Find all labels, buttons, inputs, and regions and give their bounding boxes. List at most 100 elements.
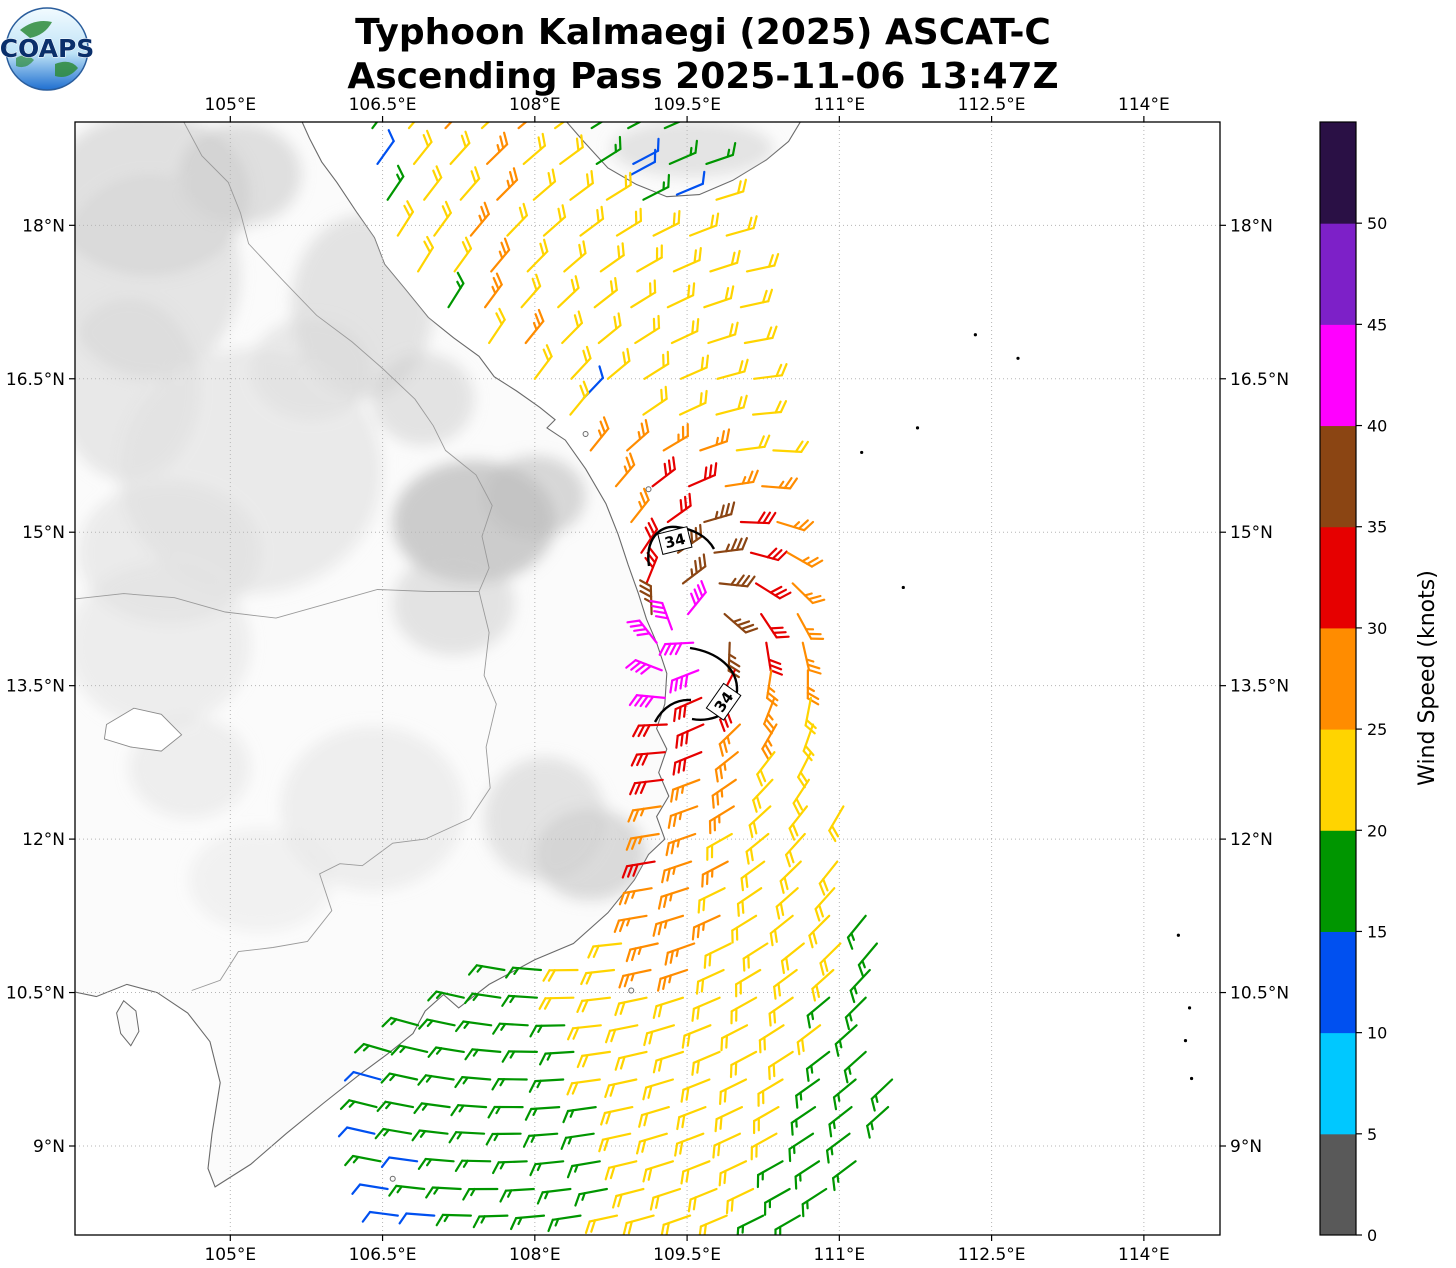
- barb-feather-full: [785, 877, 788, 889]
- barb-feather-full: [514, 168, 517, 180]
- barb-feather-full: [771, 933, 773, 945]
- barb-feather-full: [737, 1228, 738, 1240]
- barb-feather-full: [487, 1134, 493, 1144]
- wind-barb: [751, 549, 787, 560]
- colorbar-segment: [1320, 830, 1356, 932]
- wind-barb: [560, 135, 583, 164]
- barb-feather-full: [786, 958, 788, 970]
- barb-feather-full: [726, 1036, 727, 1048]
- wind-barb: [704, 286, 733, 307]
- barb-feather-full: [404, 206, 410, 217]
- wind-barb: [732, 916, 756, 943]
- barb-feather-full: [704, 898, 705, 910]
- wind-barb: [666, 944, 695, 965]
- wind-barb: [670, 670, 698, 692]
- barb-feather-full: [419, 1159, 426, 1169]
- colorbar-segment: [1320, 1134, 1356, 1236]
- barb-feather-full: [606, 1031, 610, 1042]
- wind-barb: [528, 240, 548, 272]
- barb-feather-half: [625, 467, 627, 474]
- wind-barb: [591, 417, 609, 450]
- lat-tick-label-left: 13.5°N: [6, 677, 65, 697]
- barb-feather-full: [754, 822, 757, 834]
- barb-feather-half: [769, 687, 775, 691]
- barb-feather-full: [872, 1099, 875, 1111]
- wind-barb: [434, 202, 451, 236]
- barb-feather-half: [599, 431, 602, 438]
- wind-barb: [770, 998, 793, 1026]
- lat-tick-label-left: 15°N: [22, 523, 65, 543]
- barb-feather-full: [424, 135, 428, 146]
- barb-feather-full: [765, 436, 770, 447]
- wind-barb: [720, 576, 755, 587]
- barb-feather-full: [407, 201, 413, 212]
- colorbar-segment: [1320, 931, 1356, 1033]
- wind-barb: [489, 1107, 523, 1117]
- barb-feather-half: [428, 1021, 433, 1026]
- barb-feather-half: [728, 150, 729, 157]
- barb-feather-half: [794, 522, 799, 527]
- barb-feather-full: [674, 763, 676, 775]
- barb-feather-full: [623, 243, 624, 255]
- barb-feather-full: [738, 621, 749, 625]
- barb-feather-full: [564, 1111, 569, 1122]
- wind-barb: [738, 888, 761, 916]
- lon-tick-label-bottom: 112.5°E: [958, 1245, 1026, 1264]
- barb-staff: [360, 1185, 388, 1190]
- wind-barb: [503, 1051, 537, 1061]
- barb-feather-full: [572, 103, 573, 115]
- barb-feather-full: [427, 237, 433, 248]
- barb-feather-full: [776, 402, 781, 413]
- barb-feather-full: [859, 965, 863, 976]
- wind-barb: [534, 170, 555, 200]
- wind-barb: [595, 278, 617, 307]
- barb-feather-full: [775, 590, 786, 596]
- barb-feather-full: [777, 637, 789, 638]
- wind-barb: [759, 1080, 783, 1106]
- wind-barb: [419, 1159, 454, 1169]
- barb-feather-full: [698, 585, 702, 596]
- wind-barb: [717, 396, 747, 415]
- colorbar-tick-label: 10: [1367, 1024, 1387, 1043]
- barb-feather-full: [796, 1177, 797, 1189]
- barb-feather-full: [742, 878, 743, 890]
- barb-feather-full: [665, 644, 671, 655]
- wind-barb: [544, 970, 578, 981]
- barb-feather-full: [592, 171, 593, 183]
- wind-barb: [502, 996, 537, 1006]
- barb-feather-full: [702, 875, 703, 887]
- barb-feather-full: [429, 1048, 437, 1057]
- barb-feather-full: [802, 1039, 804, 1051]
- barb-feather-full: [848, 938, 852, 949]
- barb-feather-full: [701, 393, 702, 405]
- barb-feather-full: [705, 956, 706, 968]
- lon-tick-label-bottom: 114°E: [1118, 1245, 1170, 1264]
- wind-barb: [794, 780, 809, 814]
- wind-barb: [398, 201, 413, 235]
- barb-feather-full: [775, 930, 777, 942]
- barb-feather-full: [637, 1142, 640, 1154]
- barb-feather-full: [643, 1088, 646, 1100]
- barb-staff: [389, 1158, 417, 1162]
- barb-feather-full: [770, 665, 781, 669]
- barb-feather-full: [696, 528, 697, 540]
- barb-feather-full: [685, 497, 686, 509]
- wind-barb: [392, 1046, 427, 1055]
- wind-barb: [808, 998, 830, 1028]
- barb-feather-full: [659, 316, 660, 328]
- barb-feather-full: [642, 424, 644, 436]
- barb-staff: [715, 549, 743, 553]
- barb-feather-full: [737, 539, 742, 550]
- wind-barb: [497, 168, 517, 199]
- wind-barb: [577, 998, 610, 1012]
- barb-feather-full: [615, 921, 619, 932]
- barb-feather-full: [792, 1123, 793, 1135]
- wind-barb: [531, 1161, 564, 1175]
- barb-feather-half: [796, 1120, 797, 1127]
- wind-barb: [352, 1185, 387, 1194]
- colorbar-segment: [1320, 426, 1356, 528]
- barb-feather-full: [652, 519, 657, 530]
- wind-barb: [588, 944, 621, 958]
- barb-feather-full: [620, 976, 624, 988]
- barb-feather-full: [797, 799, 802, 810]
